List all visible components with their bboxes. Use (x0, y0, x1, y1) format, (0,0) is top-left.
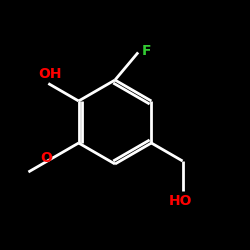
Text: F: F (142, 44, 152, 59)
Text: O: O (40, 151, 52, 165)
Text: HO: HO (169, 194, 192, 208)
Text: OH: OH (38, 66, 62, 80)
